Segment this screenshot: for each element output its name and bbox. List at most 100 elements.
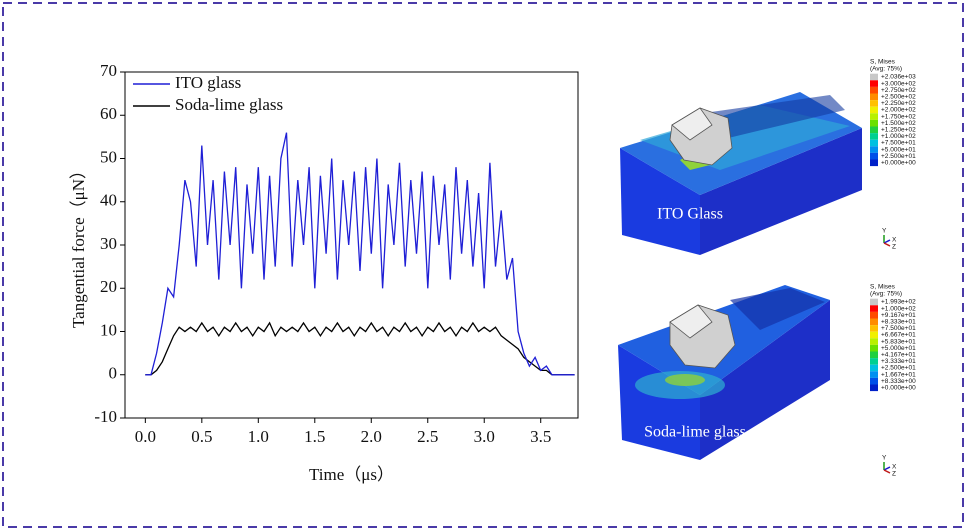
contour-swatch bbox=[870, 73, 878, 81]
contour-subtitle: (Avg: 75%) bbox=[870, 66, 902, 73]
contour-level: +2.500e+01 bbox=[881, 153, 916, 160]
contour-level: +5.833e+01 bbox=[881, 338, 916, 345]
contour-swatch bbox=[870, 331, 878, 339]
y-tick-label: 10 bbox=[100, 320, 117, 339]
contour-swatch bbox=[870, 133, 878, 140]
contour-swatch bbox=[870, 106, 878, 114]
x-tick-label: 3.0 bbox=[474, 427, 495, 446]
contour-level: +2.250e+02 bbox=[881, 100, 916, 107]
y-tick-label: 40 bbox=[100, 191, 117, 210]
simulation-soda bbox=[618, 285, 830, 460]
axis-letter: X bbox=[892, 464, 897, 471]
x-tick-label: 2.0 bbox=[361, 427, 382, 446]
contour-level: +5.000e+01 bbox=[881, 146, 916, 153]
contour-swatch bbox=[870, 364, 878, 372]
axis-letter: Z bbox=[892, 471, 896, 478]
contour-swatch bbox=[870, 93, 878, 101]
contour-level: +1.000e+02 bbox=[881, 133, 916, 140]
x-tick-label: 1.5 bbox=[304, 427, 325, 446]
axis-triad bbox=[883, 469, 891, 474]
contour-level: +8.333e+00 bbox=[881, 378, 916, 385]
series-line bbox=[145, 321, 575, 376]
contour-swatch bbox=[870, 86, 878, 94]
contour-level: +2.500e+01 bbox=[881, 365, 916, 372]
contour-swatch bbox=[870, 305, 878, 312]
contour-level: +1.500e+02 bbox=[881, 120, 916, 127]
contour-level: +4.167e+01 bbox=[881, 352, 916, 359]
contour-title: S, Mises bbox=[870, 284, 896, 291]
x-tick-label: 1.0 bbox=[248, 427, 269, 446]
contour-level: +1.750e+02 bbox=[881, 113, 916, 120]
contour-level: +2.750e+02 bbox=[881, 87, 916, 94]
x-tick-label: 0.5 bbox=[191, 427, 212, 446]
contour-swatch bbox=[870, 311, 878, 319]
contour-swatch bbox=[870, 351, 878, 359]
contour-swatch bbox=[870, 139, 878, 147]
axis-letter: X bbox=[892, 237, 897, 244]
axis-triad bbox=[883, 242, 891, 247]
axis-triad bbox=[883, 239, 891, 244]
legend-label: ITO glass bbox=[175, 73, 241, 92]
contour-swatch bbox=[870, 152, 878, 160]
contour-level: +5.000e+01 bbox=[881, 345, 916, 352]
contour-level: +1.250e+02 bbox=[881, 127, 916, 134]
series-line bbox=[145, 132, 575, 376]
contour-level: +0.000e+00 bbox=[881, 385, 916, 392]
contour-swatch bbox=[870, 358, 878, 365]
contour-swatch bbox=[870, 126, 878, 134]
contour-swatch bbox=[870, 384, 878, 392]
y-tick-label: -10 bbox=[94, 407, 117, 426]
contour-swatch bbox=[870, 318, 878, 326]
x-tick-label: 2.5 bbox=[417, 427, 438, 446]
contour-level: +7.500e+01 bbox=[881, 325, 916, 332]
x-tick-label: 3.5 bbox=[530, 427, 551, 446]
contour-swatch bbox=[870, 100, 878, 107]
y-axis-label: Tangential force（μN） bbox=[69, 162, 88, 328]
contour-swatch bbox=[870, 113, 878, 120]
y-tick-label: 20 bbox=[100, 277, 117, 296]
contour-level: +7.500e+01 bbox=[881, 140, 916, 147]
contour-level: +9.167e+01 bbox=[881, 312, 916, 319]
contour-swatch bbox=[870, 298, 878, 306]
contour-level: +6.667e+01 bbox=[881, 332, 916, 339]
contour-level: +2.036e+03 bbox=[881, 74, 916, 81]
contour-swatch bbox=[870, 377, 878, 385]
simulation-ito bbox=[620, 92, 862, 255]
contour-swatch bbox=[870, 146, 878, 153]
contour-level: +1.993e+02 bbox=[881, 299, 916, 306]
contour-swatch bbox=[870, 344, 878, 352]
x-axis-label: Time（μs） bbox=[309, 465, 394, 484]
contour-title: S, Mises bbox=[870, 59, 896, 66]
plot-frame bbox=[124, 71, 579, 419]
contour-level: +3.000e+02 bbox=[881, 80, 916, 87]
panel-label: Soda-lime glass bbox=[644, 424, 746, 441]
contour-level: +2.000e+02 bbox=[881, 107, 916, 114]
y-tick-label: 0 bbox=[109, 364, 118, 383]
contour-swatch bbox=[870, 371, 878, 378]
axis-letter: Y bbox=[882, 455, 887, 462]
contour-level: +1.667e+01 bbox=[881, 371, 916, 378]
y-tick-label: 70 bbox=[100, 61, 117, 80]
contour-level: +2.500e+02 bbox=[881, 94, 916, 101]
contour-subtitle: (Avg: 75%) bbox=[870, 291, 902, 298]
y-tick-label: 60 bbox=[100, 104, 117, 123]
x-tick-label: 0.0 bbox=[135, 427, 156, 446]
y-tick-label: 30 bbox=[100, 234, 117, 253]
axis-letter: Y bbox=[882, 228, 887, 235]
contour-level: +3.333e+01 bbox=[881, 358, 916, 365]
axis-triad bbox=[883, 466, 891, 471]
contour-swatch bbox=[870, 80, 878, 87]
contour-swatch bbox=[870, 325, 878, 332]
legend-label: Soda-lime glass bbox=[175, 95, 283, 114]
contour-level: +1.000e+02 bbox=[881, 305, 916, 312]
contour-swatch bbox=[870, 119, 878, 127]
contour-level: +0.000e+00 bbox=[881, 160, 916, 167]
axis-letter: Z bbox=[892, 244, 896, 251]
contour-swatch bbox=[870, 159, 878, 167]
contour-level: +8.333e+01 bbox=[881, 319, 916, 326]
panel-label: ITO Glass bbox=[657, 206, 723, 223]
y-tick-label: 50 bbox=[100, 147, 117, 166]
contour-swatch bbox=[870, 338, 878, 345]
